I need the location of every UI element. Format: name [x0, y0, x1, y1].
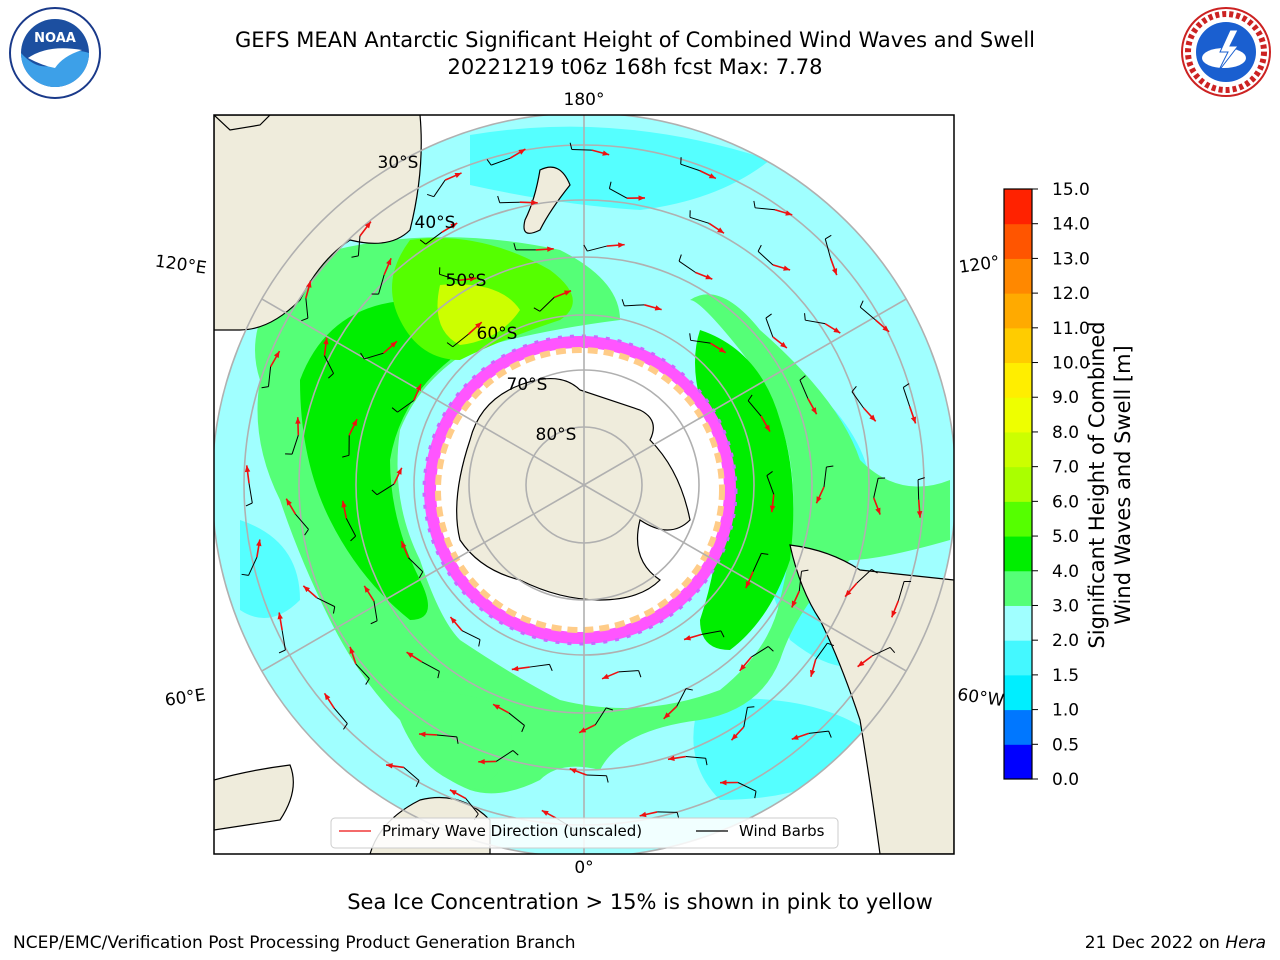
madagascar: [214, 764, 294, 831]
lon-label-120e: 120°E: [154, 252, 208, 279]
colorbar-frame: [1003, 188, 1033, 780]
colorbar-swatch: [1004, 258, 1032, 294]
colorbar-swatch: [1004, 189, 1032, 225]
national-weather-service-logo: [1181, 7, 1271, 97]
colorbar-tick-label: 1.0: [1052, 701, 1079, 721]
antarctica: [456, 377, 691, 601]
lat-label: 30°S: [378, 153, 419, 173]
legend-barb-label: Wind Barbs: [739, 822, 825, 840]
wave-4-5m-region: [300, 300, 460, 620]
chart-subtitle: 20221219 t06z 168h fcst Max: 7.78: [447, 55, 823, 79]
wave-7m-peak: [437, 284, 520, 345]
colorbar-swatch: [1004, 605, 1032, 641]
colorbar-tick-label: 10.0: [1052, 354, 1090, 374]
colorbar-tick-label: 11.0: [1052, 319, 1090, 339]
colorbar-tick-label: 13.0: [1052, 249, 1090, 269]
lon-label-180: 180°: [564, 90, 605, 110]
new-zealand: [523, 166, 571, 234]
wave-3-4m-region: [410, 690, 512, 790]
colorbar-tick-label: 14.0: [1052, 215, 1090, 235]
colorbar-swatch: [1004, 674, 1032, 711]
noaa-logo: NOAA: [9, 7, 101, 99]
lon-label-60e: 60°E: [164, 685, 207, 710]
colorbar-swatch: [1004, 501, 1032, 537]
colorbar-tick-label: 2.0: [1052, 631, 1079, 651]
meridian: [583, 484, 949, 696]
colorbar-tick-label: 12.0: [1052, 284, 1090, 304]
lon-label-120w: 120°: [958, 252, 1001, 278]
lon-label-60w: 60°W: [956, 685, 1005, 711]
lat-label: 80°S: [536, 425, 577, 445]
colorbar-tick-label: 1.5: [1052, 666, 1079, 686]
south-america: [789, 544, 954, 854]
colorbar-tick-label: 9.0: [1052, 388, 1079, 408]
australia-top: [214, 115, 271, 131]
colorbar-swatch: [1004, 466, 1032, 502]
meridian: [219, 484, 585, 696]
wave-1.5-2m-region: [240, 520, 300, 618]
map-frame: [213, 114, 955, 855]
meridian: [583, 274, 949, 486]
colorbar-tick-label: 5.0: [1052, 527, 1079, 547]
colorbar-tick-label: 7.0: [1052, 458, 1079, 478]
wind-barbs: [241, 142, 925, 837]
colorbar-swatch: [1004, 536, 1032, 572]
colorbar-tick-label: 0.5: [1052, 735, 1079, 755]
chart-title: GEFS MEAN Antarctic Significant Height o…: [234, 28, 1036, 52]
colorbar-swatch: [1004, 744, 1032, 780]
australia: [214, 115, 422, 331]
sea-ice-note: Sea Ice Concentration > 15% is shown in …: [347, 890, 933, 914]
lon-label-0: 0°: [574, 858, 593, 878]
wave-direction-arrows: [244, 148, 923, 820]
colorbar-swatch: [1004, 223, 1032, 259]
colorbar-tick-label: 3.0: [1052, 596, 1079, 616]
footer-timestamp: 21 Dec 2022 on Hera: [1084, 933, 1266, 953]
colorbar-swatch: [1004, 570, 1032, 606]
lat-label: 50°S: [446, 271, 487, 291]
colorbar-swatch: [1004, 709, 1032, 745]
colorbar-swatch: [1004, 293, 1032, 329]
lat-label: 70°S: [507, 375, 548, 395]
colorbar-swatch: [1004, 397, 1032, 433]
legend-wave-label: Primary Wave Direction (unscaled): [382, 822, 642, 840]
wave-4-5m-region: [695, 330, 794, 650]
meridian: [219, 274, 585, 486]
lat-label: 60°S: [477, 324, 518, 344]
colorbar-swatch: [1004, 362, 1032, 398]
footer-credit: NCEP/EMC/Verification Post Processing Pr…: [13, 933, 576, 953]
colorbar-swatch: [1004, 431, 1032, 468]
svg-text:NOAA: NOAA: [34, 31, 76, 46]
lat-label: 40°S: [415, 213, 456, 233]
map-legend: [330, 817, 839, 849]
colorbar-swatch: [1004, 327, 1032, 364]
colorbar-tick-label: 6.0: [1052, 492, 1079, 512]
colorbar-tick-label: 8.0: [1052, 423, 1079, 443]
colorbar-swatch: [1004, 640, 1032, 676]
colorbar-tick-label: 15.0: [1052, 180, 1090, 200]
colorbar-tick-label: 4.0: [1052, 562, 1079, 582]
colorbar-tick-label: 0.0: [1052, 770, 1079, 790]
